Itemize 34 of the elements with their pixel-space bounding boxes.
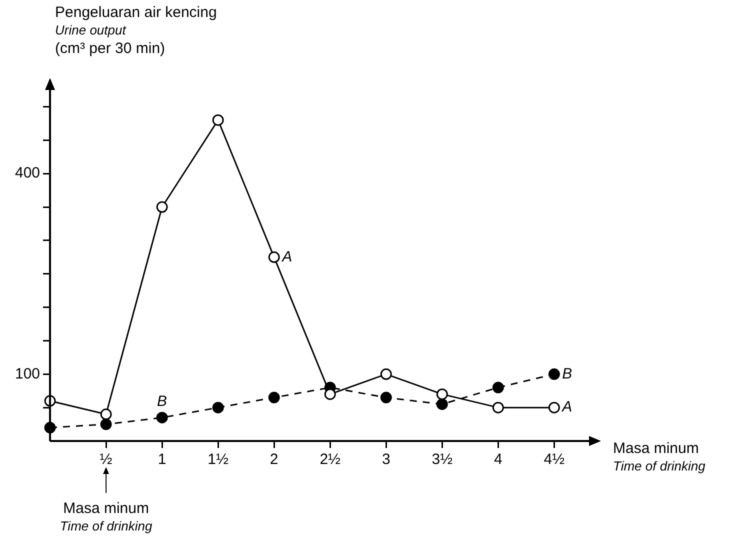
- x-tick-label: 1: [158, 451, 166, 468]
- point: [268, 251, 280, 263]
- series-label: A: [561, 398, 572, 416]
- point: [268, 392, 280, 404]
- y-tick-label: 400: [14, 164, 40, 182]
- point: [100, 418, 112, 430]
- x-axis-title: Masa minum Time of drinking: [613, 440, 706, 474]
- annotation: B: [157, 392, 168, 410]
- point: [492, 382, 504, 394]
- x-tick-label: 3: [382, 451, 390, 468]
- y-tick-label: 100: [14, 365, 40, 382]
- point: [380, 368, 392, 380]
- x-tick-label: ½: [100, 451, 113, 468]
- x-tick-label: 1½: [208, 451, 229, 468]
- point: [100, 408, 112, 420]
- text: Masa minum Time of drinking: [60, 500, 153, 534]
- point: [212, 402, 224, 414]
- point: [436, 388, 448, 400]
- x-tick-label: 3½: [432, 451, 454, 468]
- point: [156, 412, 168, 424]
- point: [436, 398, 448, 410]
- point: [548, 402, 560, 414]
- point: [156, 201, 168, 213]
- annotation: A: [281, 248, 292, 266]
- series-label: B: [562, 365, 572, 382]
- y-axis-title: Pengeluaran air kencing Urine output (cm³ per 30 min): [55, 4, 217, 58]
- point: [548, 368, 560, 380]
- x-tick-label: 2½: [320, 451, 342, 468]
- point: [380, 392, 392, 404]
- x-tick-label: 4: [494, 451, 502, 468]
- point: [492, 402, 504, 414]
- point: [212, 114, 224, 126]
- x-tick-label: 4½: [544, 451, 566, 468]
- x-tick-label: 2: [270, 451, 278, 468]
